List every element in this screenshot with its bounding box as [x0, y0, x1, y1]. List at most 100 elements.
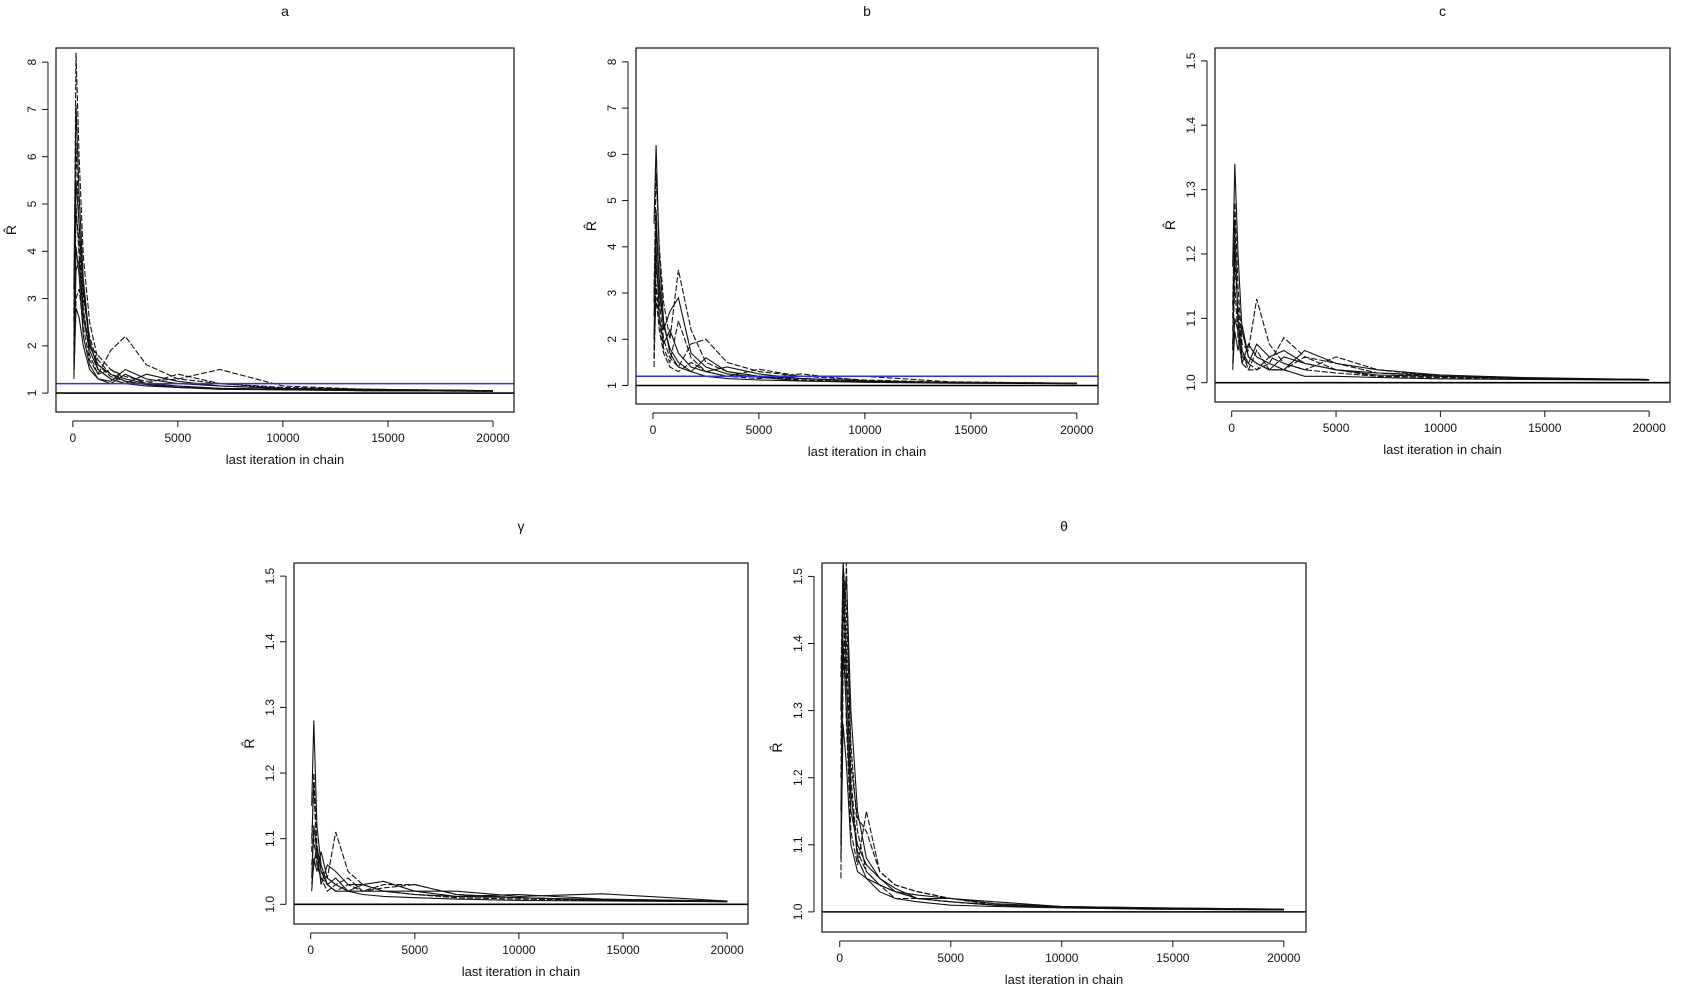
y-tick-label: 2 — [605, 336, 619, 343]
plot-frame — [821, 562, 1307, 933]
x-tick-label: 5000 — [746, 423, 773, 437]
series-line — [653, 228, 1077, 385]
x-axis-label: last iteration in chain — [226, 452, 345, 467]
y-tick-label: 6 — [25, 153, 39, 160]
x-tick-label: 10000 — [1045, 951, 1079, 965]
series-line — [653, 145, 1077, 384]
series-line — [311, 845, 728, 902]
chart-title: b — [863, 3, 871, 19]
y-tick-label: 1.0 — [263, 896, 277, 913]
x-tick-label: 15000 — [954, 423, 988, 437]
series-line — [73, 203, 494, 392]
x-tick-label: 15000 — [1156, 951, 1190, 965]
x-tick-label: 5000 — [401, 943, 428, 957]
series-line — [840, 576, 1284, 911]
series-line — [653, 209, 1077, 385]
x-tick-label: 5000 — [937, 951, 964, 965]
series-line — [311, 786, 728, 903]
x-tick-label: 5000 — [165, 431, 192, 445]
x-tick-label: 0 — [1228, 421, 1235, 435]
y-tick-label: 1.1 — [791, 836, 805, 853]
series-line — [73, 288, 494, 392]
y-axis-label: R̂ — [3, 225, 19, 235]
y-tick-label: 1.5 — [791, 568, 805, 585]
y-tick-label: 1.1 — [263, 830, 277, 847]
y-tick-label: 8 — [25, 59, 39, 66]
x-tick-label: 10000 — [848, 423, 882, 437]
series-line — [1232, 221, 1650, 381]
y-tick-label: 1.0 — [1184, 374, 1198, 391]
y-axis-label: R̂ — [769, 742, 785, 752]
y-tick-label: 8 — [605, 58, 619, 65]
y-tick-label: 1 — [25, 389, 39, 396]
y-tick-label: 3 — [605, 289, 619, 296]
x-tick-label: 0 — [307, 943, 314, 957]
y-tick-label: 1.3 — [791, 702, 805, 719]
plot-frame — [635, 47, 1099, 405]
x-tick-label: 20000 — [476, 431, 510, 445]
series-line — [653, 297, 1077, 384]
x-tick-label: 5000 — [1323, 421, 1350, 435]
x-tick-label: 10000 — [502, 943, 536, 957]
series-line — [311, 720, 728, 903]
series-line — [73, 52, 494, 392]
plot-frame — [293, 562, 749, 925]
y-tick-label: 1 — [605, 382, 619, 389]
y-tick-label: 1.5 — [263, 567, 277, 584]
x-tick-label: 10000 — [1424, 421, 1458, 435]
x-tick-label: 15000 — [371, 431, 405, 445]
x-tick-label: 10000 — [266, 431, 300, 445]
series-line — [73, 142, 494, 392]
y-tick-label: 1.2 — [791, 769, 805, 786]
series-line — [840, 723, 1284, 910]
chart-panel: b 0 5000 10000 15000 20000 last iteration in c… — [583, 3, 1099, 459]
series-line — [311, 838, 728, 903]
y-axis-label: R̂ — [583, 221, 599, 231]
x-tick-label: 15000 — [1528, 421, 1562, 435]
series-line — [1232, 324, 1650, 381]
x-tick-label: 15000 — [606, 943, 640, 957]
chart-title: c — [1439, 3, 1446, 19]
y-tick-label: 3 — [25, 295, 39, 302]
series-line — [840, 563, 1284, 911]
y-axis-label: R̂ — [1162, 220, 1178, 230]
x-axis-label: last iteration in chain — [1383, 442, 1502, 457]
y-axis-label: R̂ — [241, 738, 257, 748]
y-tick-label: 1.0 — [791, 903, 805, 920]
y-tick-label: 5 — [605, 197, 619, 204]
x-tick-label: 20000 — [1632, 421, 1666, 435]
series-line — [73, 104, 494, 392]
x-axis-label: last iteration in chain — [1005, 972, 1124, 987]
x-tick-label: 0 — [650, 423, 657, 437]
series-line — [1232, 318, 1650, 381]
series-line — [840, 576, 1284, 911]
chart-panel: a 0 5000 10000 15000 20000 last iteration in c… — [3, 3, 515, 467]
plot-frame — [1214, 47, 1671, 403]
series-line — [311, 851, 728, 902]
series-line — [840, 563, 1284, 911]
x-tick-label: 0 — [69, 431, 76, 445]
y-tick-label: 1.1 — [1184, 310, 1198, 327]
x-tick-label: 0 — [836, 951, 843, 965]
series-line — [73, 213, 494, 392]
chart-panel: γ 0 5000 10000 15000 20000 last iteration in c… — [241, 518, 749, 979]
x-tick-label: 20000 — [710, 943, 744, 957]
y-tick-label: 4 — [605, 243, 619, 250]
series-line — [653, 246, 1077, 384]
y-tick-label: 1.3 — [1184, 181, 1198, 198]
x-axis-label: last iteration in chain — [462, 964, 581, 979]
y-tick-label: 5 — [25, 200, 39, 207]
y-tick-label: 7 — [25, 106, 39, 113]
plot-frame — [55, 47, 515, 413]
chart-title: a — [281, 3, 289, 19]
y-tick-label: 1.2 — [1184, 245, 1198, 262]
x-tick-label: 20000 — [1060, 423, 1094, 437]
chart-title: θ — [1060, 518, 1068, 534]
y-tick-label: 2 — [25, 342, 39, 349]
y-tick-label: 1.4 — [263, 633, 277, 650]
series-line — [1232, 286, 1650, 381]
series-line — [653, 283, 1077, 384]
series-line — [311, 825, 728, 902]
chart-panel: θ 0 5000 10000 15000 20000 last iteration in c… — [769, 518, 1307, 987]
